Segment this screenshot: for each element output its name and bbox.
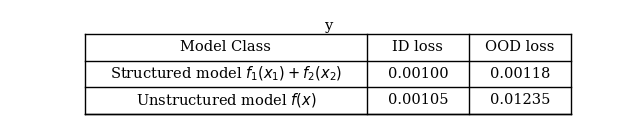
Text: ID loss: ID loss — [392, 40, 444, 54]
Text: 0.00105: 0.00105 — [388, 93, 448, 107]
Text: 0.01235: 0.01235 — [490, 93, 550, 107]
Text: 0.00100: 0.00100 — [388, 67, 448, 81]
Text: OOD loss: OOD loss — [485, 40, 555, 54]
Text: Unstructured model $f(x)$: Unstructured model $f(x)$ — [136, 91, 316, 109]
Text: y: y — [324, 19, 332, 33]
Text: Model Class: Model Class — [180, 40, 271, 54]
Text: 0.00118: 0.00118 — [490, 67, 550, 81]
Text: Structured model $f_1(x_1) + f_2(x_2)$: Structured model $f_1(x_1) + f_2(x_2)$ — [109, 65, 342, 83]
